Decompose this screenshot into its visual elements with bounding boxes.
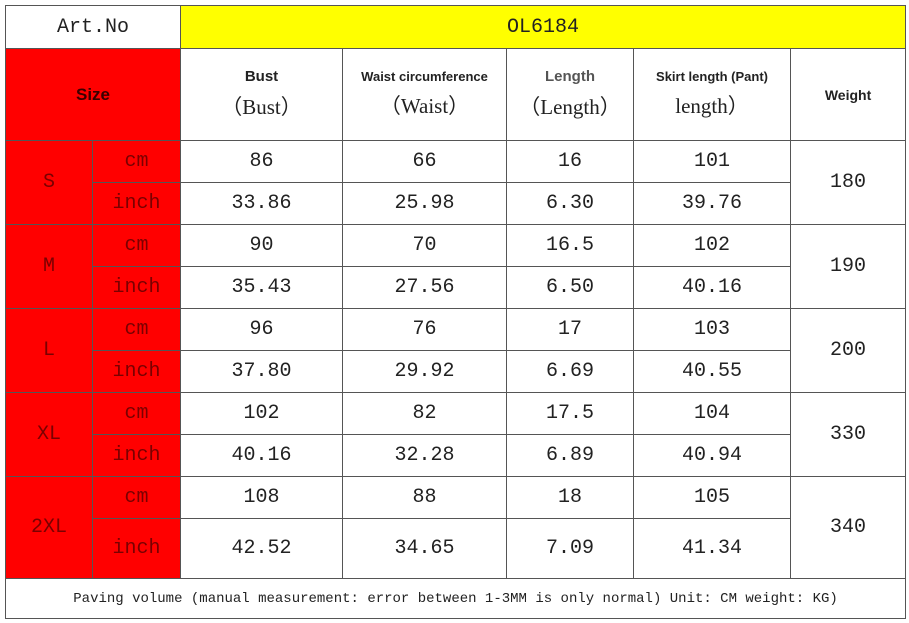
measure-sub: （Waist） bbox=[379, 94, 470, 118]
measure-sub: （Bust） bbox=[221, 95, 302, 119]
cm-value: 88 bbox=[342, 476, 508, 519]
weight-value: 200 bbox=[790, 308, 907, 393]
inch-value: 33.86 bbox=[180, 182, 344, 225]
inch-value: 35.43 bbox=[180, 266, 344, 309]
cm-value: 17 bbox=[506, 308, 635, 351]
size-label: 2XL bbox=[5, 476, 93, 579]
inch-row: inch 33.86 25.98 6.30 39.76 bbox=[6, 182, 906, 225]
measure-title: Waist circumference bbox=[361, 69, 488, 84]
inch-value: 40.94 bbox=[633, 434, 792, 477]
inch-value: 40.16 bbox=[180, 434, 344, 477]
cm-value: 17.5 bbox=[506, 392, 635, 435]
cm-value: 105 bbox=[633, 476, 792, 519]
inch-value: 7.09 bbox=[506, 518, 635, 579]
measure-header: Skirt length (Pant) length） bbox=[633, 48, 792, 141]
cm-value: 103 bbox=[633, 308, 792, 351]
unit-label: cm bbox=[91, 392, 182, 435]
measure-title: Bust bbox=[244, 68, 279, 85]
cm-value: 70 bbox=[342, 224, 508, 267]
inch-value: 32.28 bbox=[342, 434, 508, 477]
inch-value: 29.92 bbox=[342, 350, 508, 393]
cm-value: 90 bbox=[180, 224, 344, 267]
inch-value: 40.16 bbox=[633, 266, 792, 309]
cm-value: 82 bbox=[342, 392, 508, 435]
header-row: Size Bust （Bust） Waist circumference （Waist… bbox=[4, 48, 907, 141]
cm-value: 86 bbox=[180, 140, 344, 183]
measure-header: Bust （Bust） bbox=[180, 48, 344, 141]
cm-value: 76 bbox=[342, 308, 508, 351]
inch-value: 42.52 bbox=[180, 518, 344, 579]
cm-value: 102 bbox=[180, 392, 344, 435]
inch-row: inch 42.52 34.65 7.09 41.34 bbox=[6, 518, 906, 579]
weight-value: 330 bbox=[790, 392, 907, 477]
footer-note: Paving volume (manual measurement: error… bbox=[4, 578, 907, 619]
unit-label: inch bbox=[91, 518, 182, 579]
inch-value: 39.76 bbox=[633, 182, 792, 225]
unit-label: inch bbox=[91, 350, 182, 393]
table-body: Art.No OL6184 Size Bust （Bust） Waist circu… bbox=[4, 5, 907, 619]
inch-value: 34.65 bbox=[342, 518, 508, 579]
inch-value: 6.30 bbox=[506, 182, 635, 225]
unit-label: cm bbox=[91, 224, 182, 267]
unit-label: cm bbox=[91, 476, 182, 519]
measure-title: Skirt length (Pant) bbox=[656, 69, 768, 84]
unit-label: cm bbox=[91, 140, 182, 183]
inch-row: inch 35.43 27.56 6.50 40.16 bbox=[6, 266, 906, 309]
measure-header: Length （Length） bbox=[506, 48, 635, 141]
inch-value: 27.56 bbox=[342, 266, 508, 309]
cm-value: 66 bbox=[342, 140, 508, 183]
cm-value: 101 bbox=[633, 140, 792, 183]
inch-value: 6.50 bbox=[506, 266, 635, 309]
inch-value: 40.55 bbox=[633, 350, 792, 393]
inch-value: 6.69 bbox=[506, 350, 635, 393]
unit-label: inch bbox=[91, 434, 182, 477]
cm-value: 16.5 bbox=[506, 224, 635, 267]
weight-value: 190 bbox=[790, 224, 907, 309]
inch-row: inch 40.16 32.28 6.89 40.94 bbox=[6, 434, 906, 477]
inch-value: 41.34 bbox=[633, 518, 792, 579]
weight-value: 180 bbox=[790, 140, 907, 225]
size-label: S bbox=[5, 140, 93, 225]
measure-sub: （Length） bbox=[519, 95, 621, 119]
inch-value: 6.89 bbox=[506, 434, 635, 477]
inch-row: inch 37.80 29.92 6.69 40.55 bbox=[6, 350, 906, 393]
unit-label: inch bbox=[91, 182, 182, 225]
size-table: Art.No OL6184 Size Bust （Bust） Waist circu… bbox=[4, 5, 907, 619]
size-label: L bbox=[5, 308, 93, 393]
unit-label: inch bbox=[91, 266, 182, 309]
cm-value: 104 bbox=[633, 392, 792, 435]
weight-value: 340 bbox=[790, 476, 907, 579]
cm-value: 108 bbox=[180, 476, 344, 519]
measure-header: Waist circumference （Waist） bbox=[342, 48, 508, 141]
weight-header: Weight bbox=[790, 48, 907, 141]
cm-value: 96 bbox=[180, 308, 344, 351]
measure-title: Length bbox=[545, 68, 596, 85]
art-value: OL6184 bbox=[180, 5, 907, 49]
unit-label: cm bbox=[91, 308, 182, 351]
footer-row: Paving volume (manual measurement: error… bbox=[4, 578, 907, 619]
size-header: Size bbox=[4, 48, 182, 141]
size-label: M bbox=[5, 224, 93, 309]
inch-value: 25.98 bbox=[342, 182, 508, 225]
cm-value: 102 bbox=[633, 224, 792, 267]
measure-sub: length） bbox=[675, 94, 749, 118]
cm-value: 18 bbox=[506, 476, 635, 519]
art-label: Art.No bbox=[4, 5, 182, 49]
cm-row: 2XL cm 108 88 18 105 340 bbox=[5, 476, 907, 579]
art-row: Art.No OL6184 bbox=[4, 5, 907, 49]
inch-value: 37.80 bbox=[180, 350, 344, 393]
cm-value: 16 bbox=[506, 140, 635, 183]
cm-row: XL cm 102 82 17.5 104 330 bbox=[5, 392, 907, 477]
size-label: XL bbox=[5, 392, 93, 477]
